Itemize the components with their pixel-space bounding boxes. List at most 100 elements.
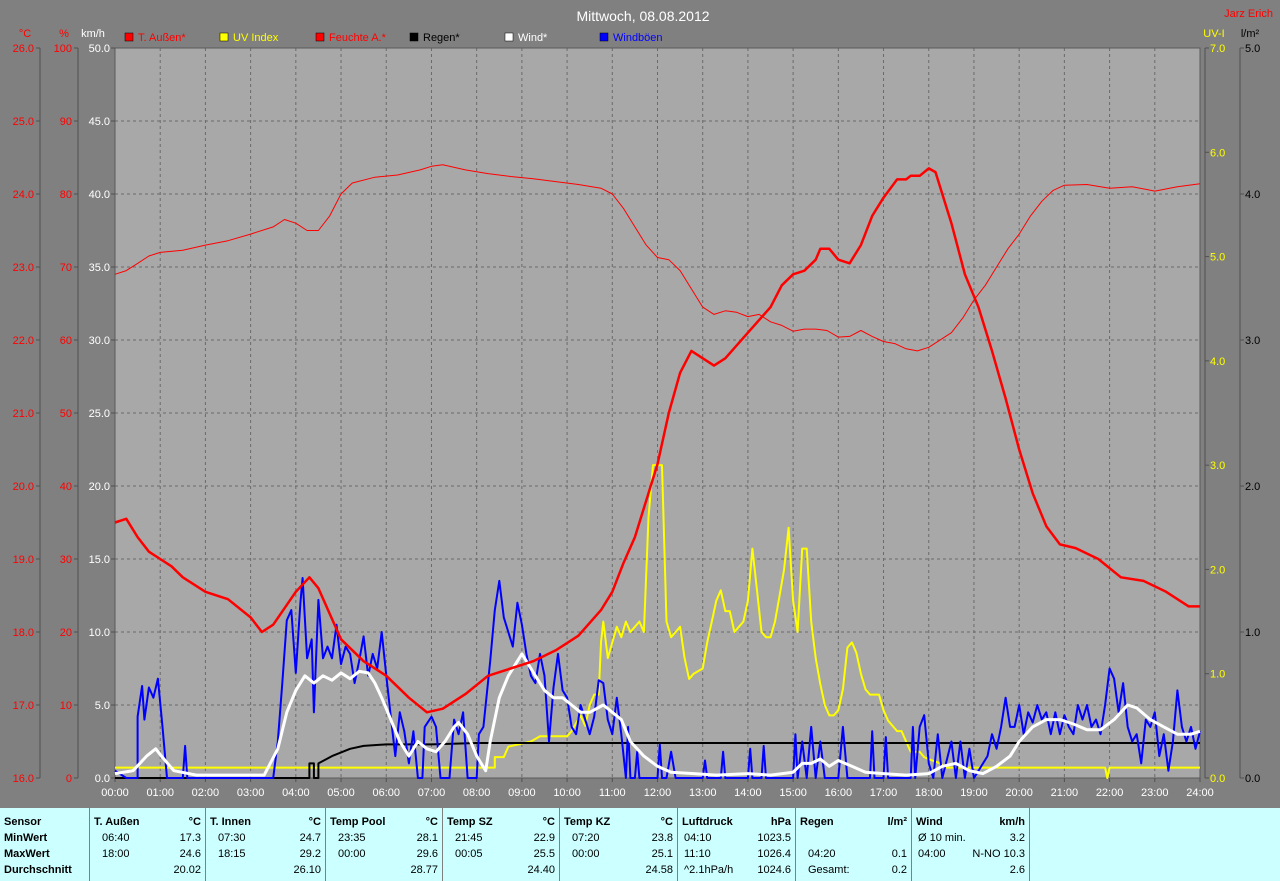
tick-label-hum: 20 bbox=[60, 627, 72, 639]
series-line-tauen bbox=[114, 167, 1200, 714]
legend-swatch bbox=[124, 32, 134, 42]
table-row: 24.40 bbox=[447, 863, 555, 878]
cell-value: 24.58 bbox=[645, 864, 673, 876]
tick-label-temp: 23.0 bbox=[13, 262, 34, 274]
table-row: 06:40 17.3 bbox=[94, 831, 201, 846]
cell-value: 1023.5 bbox=[757, 832, 791, 844]
tick-label-hum: 70 bbox=[60, 262, 72, 274]
x-tick-label: 19:00 bbox=[960, 787, 988, 799]
table-row: MinWert bbox=[4, 831, 85, 846]
x-tick-label: 13:00 bbox=[689, 787, 717, 799]
tick-label-uv: 1.0 bbox=[1210, 669, 1225, 681]
tick-label-wind: 30.0 bbox=[89, 335, 110, 347]
cell-value: 24.6 bbox=[179, 848, 201, 860]
table-column: T. Außen °C 06:40 17.3 18:00 24.6 20.02 bbox=[90, 808, 206, 881]
tick-label-uv: 2.0 bbox=[1210, 564, 1225, 576]
axis-unit-wind: km/h bbox=[81, 28, 105, 40]
table-column: Temp SZ °C 21:45 22.9 00:05 25.5 24.40 bbox=[443, 808, 560, 881]
series-line-wind bbox=[114, 652, 1201, 777]
column-header: Sensor bbox=[4, 816, 42, 828]
summary-table: Sensor MinWert MaxWert Durchschnitt T. Außen… bbox=[0, 808, 1280, 881]
row-label: MinWert bbox=[4, 832, 48, 844]
tick-label-hum: 90 bbox=[60, 116, 72, 128]
column-unit: km/h bbox=[999, 816, 1025, 828]
table-column: Temp Pool °C 23:35 28.1 00:00 29.6 28.77 bbox=[326, 808, 443, 881]
tick-label-temp: 16.0 bbox=[13, 773, 34, 785]
cell-time: 04:10 bbox=[684, 832, 712, 844]
tick-label-hum: 60 bbox=[60, 335, 72, 347]
x-tick-label: 03:00 bbox=[237, 787, 265, 799]
tick-label-wind: 0.0 bbox=[95, 773, 110, 785]
cell-value: 22.9 bbox=[533, 832, 555, 844]
chart-author: Jarz Erich bbox=[1224, 8, 1273, 20]
table-row: 20.02 bbox=[94, 863, 201, 878]
column-unit: hPa bbox=[770, 816, 791, 828]
column-unit: l/m² bbox=[887, 816, 907, 828]
cell-time: 18:15 bbox=[218, 848, 246, 860]
cell-time: 07:30 bbox=[218, 832, 246, 844]
cell-value: 3.2 bbox=[1009, 832, 1025, 844]
tick-label-temp: 26.0 bbox=[13, 43, 34, 55]
legend-swatch bbox=[315, 32, 325, 42]
cell-value: 24.40 bbox=[527, 864, 555, 876]
table-row: 04:20 0.1 bbox=[800, 847, 907, 862]
cell-time: 23:35 bbox=[338, 832, 366, 844]
column-unit: °C bbox=[188, 816, 201, 828]
cell-value: 0.1 bbox=[891, 848, 907, 860]
cell-value: 1026.4 bbox=[757, 848, 791, 860]
cell-time: 04:00 bbox=[918, 848, 946, 860]
table-column: Wind km/h Ø 10 min. 3.2 04:00 N-NO 10.3 2.6 bbox=[912, 808, 1030, 881]
table-row: Gesamt: 0.2 bbox=[800, 863, 907, 878]
column-unit: °C bbox=[542, 816, 555, 828]
x-tick-label: 17:00 bbox=[870, 787, 898, 799]
series-line-regen bbox=[115, 742, 1200, 779]
tick-label-uv: 4.0 bbox=[1210, 356, 1225, 368]
column-unit: °C bbox=[308, 816, 321, 828]
tick-label-uv: 0.0 bbox=[1210, 773, 1225, 785]
tick-label-uv: 7.0 bbox=[1210, 43, 1225, 55]
table-row: 18:15 29.2 bbox=[210, 847, 321, 862]
cell-value: 0.2 bbox=[891, 864, 907, 876]
x-tick-label: 06:00 bbox=[372, 787, 400, 799]
legend-swatch bbox=[409, 32, 419, 42]
tick-label-temp: 20.0 bbox=[13, 481, 34, 493]
tick-label-hum: 50 bbox=[60, 408, 72, 420]
table-column: Temp KZ °C 07:20 23.8 00:00 25.1 24.58 bbox=[560, 808, 678, 881]
cell-time: 21:45 bbox=[455, 832, 483, 844]
series-line-windben bbox=[114, 577, 1201, 779]
x-tick-label: 23:00 bbox=[1141, 787, 1169, 799]
tick-label-rain: 4.0 bbox=[1245, 189, 1260, 201]
x-tick-label: 20:00 bbox=[1005, 787, 1033, 799]
axis-unit-hum: % bbox=[59, 28, 69, 40]
column-header: Temp SZ bbox=[447, 816, 493, 828]
table-row: ^2.1hPa/h 1024.6 bbox=[682, 863, 791, 878]
cell-time: 18:00 bbox=[102, 848, 130, 860]
column-unit: °C bbox=[425, 816, 438, 828]
cell-time: 00:00 bbox=[572, 848, 600, 860]
cell-value: 17.3 bbox=[179, 832, 201, 844]
cell-value: 25.1 bbox=[651, 848, 673, 860]
cell-time: 06:40 bbox=[102, 832, 130, 844]
cell-value: 29.2 bbox=[299, 848, 321, 860]
tick-label-temp: 22.0 bbox=[13, 335, 34, 347]
tick-label-hum: 30 bbox=[60, 554, 72, 566]
tick-label-wind: 40.0 bbox=[89, 189, 110, 201]
legend-swatch bbox=[504, 32, 514, 42]
x-tick-label: 18:00 bbox=[915, 787, 943, 799]
tick-label-temp: 19.0 bbox=[13, 554, 34, 566]
cell-value: 26.10 bbox=[293, 864, 321, 876]
tick-label-wind: 20.0 bbox=[89, 481, 110, 493]
cell-value: 23.8 bbox=[651, 832, 673, 844]
table-row: Durchschnitt bbox=[4, 863, 85, 878]
cell-value: 20.02 bbox=[173, 864, 201, 876]
cell-value: 29.6 bbox=[416, 848, 438, 860]
axis-unit-uv: UV-I bbox=[1203, 28, 1224, 40]
series-lines bbox=[114, 164, 1201, 779]
legend: T. Außen* UV Index Feuchte A.* Regen* Wind* W… bbox=[124, 32, 663, 44]
weather-chart: 16.0 17.0 18.0 19.0 20.0 21.0 22.0 23.0 24.0 25.0… bbox=[12, 8, 1273, 799]
column-unit: °C bbox=[660, 816, 673, 828]
cell-value: 28.1 bbox=[416, 832, 438, 844]
tick-label-rain: 1.0 bbox=[1245, 627, 1260, 639]
cell-value: 25.5 bbox=[533, 848, 555, 860]
table-row: MaxWert bbox=[4, 847, 85, 862]
